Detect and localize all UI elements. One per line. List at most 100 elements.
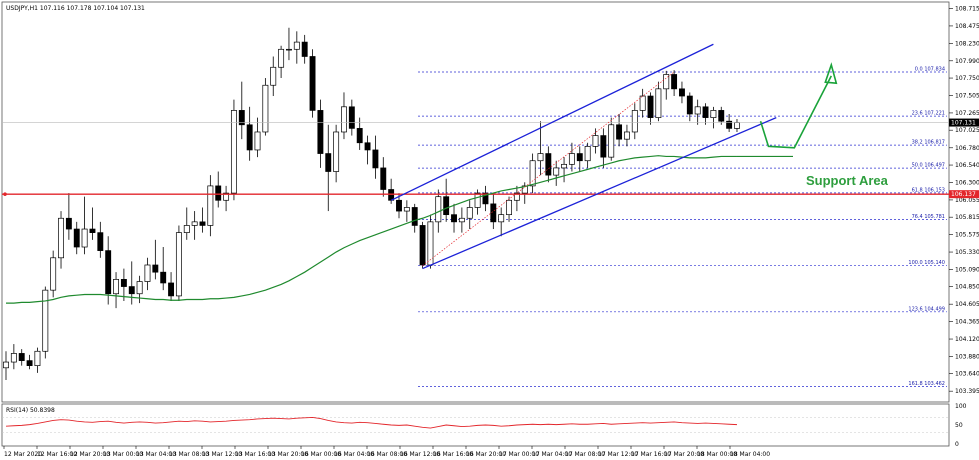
channel-lower-line bbox=[422, 117, 777, 270]
x-tick-label: 12 Mar 20:00 bbox=[70, 451, 110, 458]
x-tick-label: 17 Mar 20:00 bbox=[664, 451, 704, 458]
y-tick-label: 104.850 bbox=[955, 284, 979, 291]
key-level-price-label: 106.137 bbox=[951, 191, 976, 198]
candle-bullish bbox=[435, 196, 442, 223]
candle-bearish bbox=[238, 110, 245, 126]
candle-bullish bbox=[175, 232, 182, 297]
candle-bearish bbox=[26, 360, 33, 366]
y-tick-label: 106.055 bbox=[955, 197, 979, 204]
candle-bullish bbox=[81, 228, 88, 248]
candle-bullish bbox=[136, 281, 143, 295]
candle-bullish bbox=[458, 217, 465, 223]
candle-bullish bbox=[286, 48, 292, 51]
candle-bullish bbox=[341, 106, 347, 133]
candles bbox=[3, 27, 740, 381]
x-tick-label: 16 Mar 16:00 bbox=[433, 451, 473, 458]
candle-bearish bbox=[246, 124, 253, 151]
candle-bearish bbox=[348, 106, 355, 129]
candle-bullish bbox=[191, 221, 198, 226]
y-tick-label: 107.505 bbox=[955, 93, 979, 100]
candle-bullish bbox=[537, 153, 544, 162]
candle-bearish bbox=[482, 192, 489, 205]
candle-bearish bbox=[160, 271, 167, 284]
candle-bullish bbox=[529, 160, 536, 187]
y-tick-label: 104.365 bbox=[955, 318, 979, 325]
candle-bullish bbox=[498, 214, 505, 223]
y-tick-label: 107.265 bbox=[955, 110, 979, 117]
candle-bullish bbox=[513, 192, 520, 201]
x-tick-label: 13 Mar 00:00 bbox=[103, 451, 143, 458]
y-tick-label: 103.640 bbox=[955, 371, 979, 378]
x-tick-label: 17 Mar 16:00 bbox=[631, 451, 671, 458]
candle-bullish bbox=[592, 135, 599, 147]
x-tick-label: 12 Mar 16:00 bbox=[37, 451, 77, 458]
candle-bearish bbox=[120, 279, 127, 287]
candle-bullish bbox=[50, 257, 57, 291]
candle-bearish bbox=[576, 153, 583, 162]
fib-level-label: 76.4 105.781 bbox=[912, 214, 945, 220]
fib-level-label: 23.6 107.221 bbox=[912, 111, 945, 117]
x-tick-label: 16 Mar 08:00 bbox=[367, 451, 407, 458]
x-tick-label: 17 Mar 08:00 bbox=[565, 451, 605, 458]
candle-bullish bbox=[639, 95, 646, 111]
rsi-header: RSI(14) 50.8398 bbox=[6, 407, 55, 414]
channel-upper-line bbox=[390, 43, 714, 201]
candle-bullish bbox=[623, 131, 630, 140]
candle-bullish bbox=[663, 74, 670, 90]
candle-bearish bbox=[128, 286, 135, 295]
candle-bearish bbox=[317, 110, 324, 154]
y-tick-label: 103.880 bbox=[955, 353, 979, 360]
current-price-box bbox=[949, 118, 979, 127]
fib-swing-line bbox=[422, 71, 675, 266]
fib-level-label: 161.8 103.462 bbox=[908, 381, 945, 387]
x-tick-label: 16 Mar 20:00 bbox=[466, 451, 506, 458]
y-tick-label: 105.090 bbox=[955, 266, 979, 273]
candle-bullish bbox=[278, 48, 285, 68]
x-tick-label: 13 Mar 12:00 bbox=[202, 451, 242, 458]
moving-average-line bbox=[6, 155, 737, 304]
fib-level-label: 0.0 107.834 bbox=[915, 67, 945, 73]
candle-bearish bbox=[411, 207, 418, 226]
candle-bullish bbox=[710, 110, 717, 118]
candle-bearish bbox=[545, 153, 552, 176]
y-tick-label: 107.990 bbox=[955, 58, 979, 65]
candle-bearish bbox=[718, 110, 725, 122]
x-tick-label: 18 Mar 00:00 bbox=[697, 451, 737, 458]
candle-bearish bbox=[419, 225, 426, 266]
y-tick-label: 108.475 bbox=[955, 23, 979, 30]
candle-bearish bbox=[325, 153, 332, 172]
projection-arrow-path bbox=[759, 75, 833, 149]
candle-bearish bbox=[702, 106, 709, 118]
rsi-tick-label: 50 bbox=[955, 422, 963, 429]
x-tick-label: 17 Mar 00:00 bbox=[499, 451, 539, 458]
candle-bearish bbox=[647, 95, 654, 118]
candle-bullish bbox=[561, 163, 568, 169]
candle-bullish bbox=[568, 153, 575, 165]
candle-bullish bbox=[521, 185, 528, 194]
candle-bearish bbox=[152, 264, 159, 273]
candle-bearish bbox=[301, 41, 308, 57]
x-tick-label: 18 Mar 04:00 bbox=[730, 451, 770, 458]
candle-bearish bbox=[65, 217, 72, 230]
candle-bearish bbox=[215, 185, 222, 201]
candle-bearish bbox=[97, 232, 104, 251]
x-tick-label: 13 Mar 08:00 bbox=[169, 451, 209, 458]
candle-bullish bbox=[474, 192, 481, 208]
y-tick-label: 106.300 bbox=[955, 179, 979, 186]
y-tick-label: 103.395 bbox=[955, 388, 979, 395]
candle-bullish bbox=[230, 110, 237, 194]
candle-bearish bbox=[372, 149, 379, 169]
rsi-tick-label: 100 bbox=[955, 403, 967, 410]
candle-bearish bbox=[671, 74, 678, 90]
key-level-price-box bbox=[949, 190, 979, 199]
current-price-label: 107.131 bbox=[951, 120, 976, 127]
y-tick-label: 105.575 bbox=[955, 231, 979, 238]
candle-bullish bbox=[466, 207, 473, 219]
candle-bearish bbox=[73, 228, 80, 248]
candle-bullish bbox=[34, 350, 41, 366]
candle-bearish bbox=[89, 228, 96, 233]
candle-bullish bbox=[293, 41, 300, 50]
main-panel-frame bbox=[1, 1, 950, 403]
